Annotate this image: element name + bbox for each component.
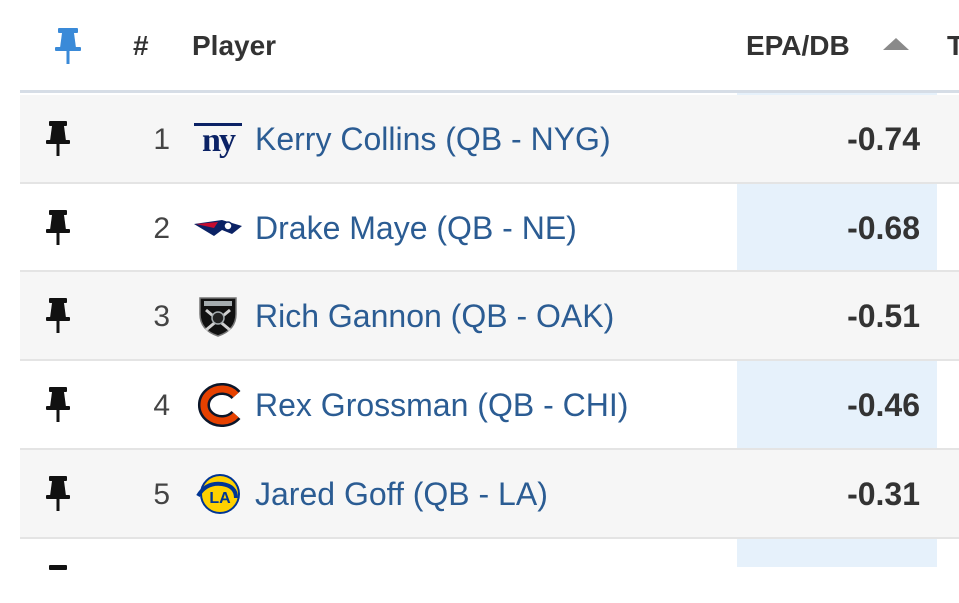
rank-cell: 4 <box>153 389 170 422</box>
rank-cell: 3 <box>153 300 170 333</box>
table-row: 3 Rich Gannon (QB - OAK) -0.51 <box>20 272 959 360</box>
row-divider <box>20 448 959 450</box>
player-link[interactable]: Rex Grossman (QB - CHI) <box>255 387 629 423</box>
pin-icon[interactable] <box>40 385 76 425</box>
player-link[interactable]: Jared Goff (QB - LA) <box>255 476 548 512</box>
header-divider <box>20 90 959 93</box>
rank-cell: 1 <box>153 123 170 156</box>
sort-ascending-icon[interactable] <box>883 38 909 50</box>
table-row: 2 Drake Maye (QB - NE) -0.68 <box>20 184 959 272</box>
next-column-header[interactable]: T <box>947 30 959 61</box>
giants-logo-icon: ny <box>194 122 242 159</box>
table-row: 4 Rex Grossman (QB - CHI) -0.46 <box>20 361 959 449</box>
row-divider <box>20 359 959 361</box>
player-stats-table: # Player EPA/DB T 1 ny Kerry Collins (QB… <box>0 0 959 570</box>
svg-text:LA: LA <box>209 490 231 507</box>
epa-cell: -0.74 <box>847 121 920 157</box>
pin-icon[interactable] <box>40 563 76 603</box>
table-row: 1 ny Kerry Collins (QB - NYG) -0.74 <box>20 95 959 183</box>
svg-text:ny: ny <box>202 122 236 159</box>
row-divider <box>20 182 959 184</box>
epa-cell: -0.31 <box>847 476 920 512</box>
epa-cell: -0.46 <box>847 387 920 423</box>
table-header: # Player EPA/DB T <box>0 0 959 92</box>
epa-cell: -0.51 <box>847 298 920 334</box>
bears-logo-icon <box>197 383 241 427</box>
raiders-logo-icon <box>199 297 237 337</box>
row-divider <box>20 270 959 272</box>
player-link[interactable]: Rich Gannon (QB - OAK) <box>255 298 615 334</box>
player-link[interactable]: Kerry Collins (QB - NYG) <box>255 121 611 157</box>
patriots-logo-icon <box>194 220 242 236</box>
player-link[interactable]: Drake Maye (QB - NE) <box>255 210 577 246</box>
rank-cell: 5 <box>153 478 170 511</box>
pin-icon[interactable] <box>52 26 84 66</box>
pin-icon[interactable] <box>40 119 76 159</box>
epa-cell: -0.68 <box>847 210 920 246</box>
rank-column-header[interactable]: # <box>133 30 149 61</box>
table-row: 5 LA Jared Goff (QB - LA) -0.31 <box>20 450 959 538</box>
epa-per-db-column-header[interactable]: EPA/DB <box>746 30 850 61</box>
pin-icon[interactable] <box>40 208 76 248</box>
row-divider <box>20 537 959 539</box>
pin-icon[interactable] <box>40 296 76 336</box>
player-column-header[interactable]: Player <box>192 30 277 61</box>
rams-logo-icon: LA <box>196 474 240 514</box>
table-row-partial <box>20 539 959 570</box>
pin-icon[interactable] <box>40 474 76 514</box>
rank-cell: 2 <box>153 212 170 245</box>
